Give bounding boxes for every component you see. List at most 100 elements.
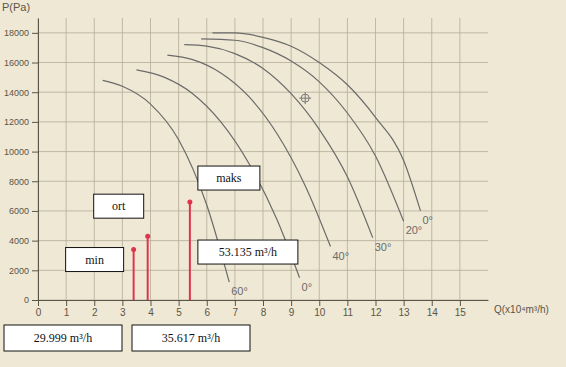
x-grid-line	[375, 18, 376, 300]
y-tick-mark	[32, 181, 38, 182]
y-axis-line	[38, 19, 39, 301]
y-tick-mark	[32, 92, 38, 93]
x-tick-label: 0	[36, 307, 42, 318]
x-tick-mark	[263, 300, 264, 306]
x-tick-mark	[376, 300, 377, 306]
stem	[133, 250, 135, 300]
y-tick-label: 16000	[4, 58, 29, 68]
y-axis: 0200040006000800010000120001400016000180…	[4, 19, 39, 306]
curve-label: 0°	[423, 214, 434, 226]
annotation-text: min	[85, 253, 104, 267]
stem-dot	[187, 200, 192, 205]
y-tick: 0	[24, 295, 38, 305]
curve	[167, 55, 330, 246]
y-tick: 4000	[9, 236, 38, 246]
x-tick-mark	[122, 300, 123, 306]
y-tick: 14000	[4, 88, 38, 98]
x-tick: 7	[233, 300, 239, 318]
x-tick-mark	[460, 300, 461, 306]
x-tick: 14	[427, 300, 439, 318]
stem-dot	[145, 234, 150, 239]
y-tick-label: 6000	[9, 206, 29, 216]
grid	[38, 18, 488, 300]
y-tick-mark	[32, 270, 38, 271]
background	[0, 0, 566, 367]
x-tick-mark	[66, 300, 67, 306]
x-tick-mark	[151, 300, 152, 306]
x-tick: 10	[314, 300, 326, 318]
y-tick-mark	[32, 152, 38, 153]
operating-point	[299, 92, 311, 104]
x-tick: 8	[261, 300, 267, 318]
x-axis: 0123456789101112131415	[36, 300, 489, 318]
x-tick-label: 7	[233, 307, 239, 318]
y-axis-title: P(Pa)	[2, 1, 30, 13]
y-tick-mark	[32, 241, 38, 242]
y-grid-line	[38, 181, 488, 182]
x-tick-label: 11	[343, 307, 354, 318]
x-tick: 12	[370, 300, 382, 318]
annotation-box	[198, 240, 298, 264]
annotation-text: maks	[216, 171, 242, 185]
y-grid-line	[38, 92, 488, 93]
annotation-text: 29.999 m³/h	[34, 331, 92, 345]
x-grid-line	[150, 18, 151, 300]
annotation-box	[132, 325, 250, 351]
y-tick-mark	[32, 122, 38, 123]
x-tick: 4	[148, 300, 154, 318]
x-tick-label: 12	[370, 307, 382, 318]
stem	[189, 202, 191, 300]
y-tick-label: 12000	[4, 117, 29, 127]
x-tick-mark	[207, 300, 208, 306]
stem-dot	[131, 247, 136, 252]
y-tick-mark	[32, 211, 38, 212]
curve-label: 0°	[302, 281, 313, 293]
y-tick-label: 18000	[4, 28, 29, 38]
x-tick: 11	[343, 300, 354, 318]
y-grid-line	[38, 32, 488, 33]
x-tick-mark	[94, 300, 95, 306]
x-tick-label: 3	[120, 307, 126, 318]
annotation-box	[4, 325, 122, 351]
y-tick-label: 10000	[4, 147, 29, 157]
crosshair-v	[305, 92, 306, 104]
x-tick-label: 10	[314, 307, 326, 318]
x-tick-label: 15	[455, 307, 467, 318]
x-grid-line	[38, 18, 39, 300]
x-tick-label: 1	[64, 307, 70, 318]
x-grid-line	[459, 18, 460, 300]
x-tick-mark	[432, 300, 433, 306]
y-grid-line	[38, 151, 488, 152]
y-tick: 8000	[9, 177, 38, 187]
x-tick-mark	[235, 300, 236, 306]
stem	[147, 236, 149, 300]
x-tick-mark	[347, 300, 348, 306]
plot-area	[103, 33, 421, 300]
curve-label: 30°	[375, 241, 392, 253]
x-tick-label: 9	[289, 307, 295, 318]
curve	[136, 70, 299, 278]
x-tick-label: 8	[261, 307, 267, 318]
x-tick: 2	[92, 300, 98, 318]
x-tick-label: 5	[176, 307, 182, 318]
y-tick-label: 14000	[4, 88, 29, 98]
y-tick: 6000	[9, 206, 38, 216]
annotation-text: 35.617 m³/h	[162, 331, 220, 345]
x-tick: 6	[204, 300, 210, 318]
x-tick: 3	[120, 300, 126, 318]
x-tick-mark	[179, 300, 180, 306]
y-tick-mark	[32, 63, 38, 64]
y-grid-line	[38, 62, 488, 63]
x-tick-mark	[404, 300, 405, 306]
x-tick-label: 6	[204, 307, 210, 318]
x-tick: 0	[36, 300, 42, 318]
x-tick-label: 14	[427, 307, 439, 318]
annotation-box	[94, 194, 144, 218]
annotation-text: ort	[112, 199, 126, 213]
curve	[184, 45, 372, 238]
x-tick-mark	[38, 300, 39, 306]
y-grid-line	[38, 121, 488, 122]
curve-label: 60°	[231, 285, 248, 297]
x-axis-title: Q(x10⁴m³/h)	[494, 304, 549, 315]
x-tick: 13	[399, 300, 411, 318]
